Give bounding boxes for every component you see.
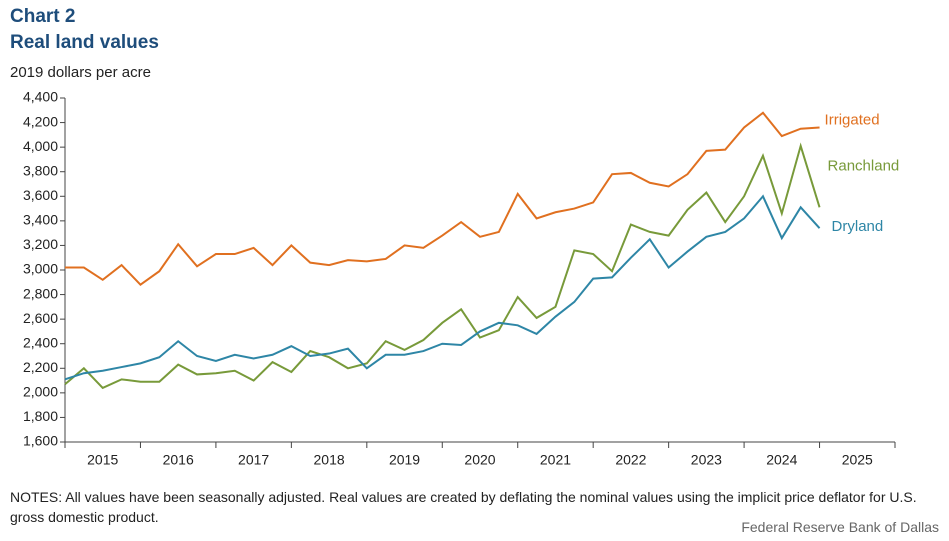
y-tick-label: 4,200	[23, 113, 58, 129]
y-tick-label: 3,600	[23, 187, 58, 203]
x-tick-label: 2016	[163, 452, 194, 468]
x-tick-label: 2024	[766, 452, 797, 468]
series-label: Dryland	[832, 218, 884, 235]
x-tick-label: 2025	[842, 452, 873, 468]
y-tick-label: 4,000	[23, 138, 58, 154]
series-line	[64, 194, 821, 381]
y-tick-label: 1,800	[23, 408, 58, 424]
y-tick-label: 4,400	[23, 89, 58, 105]
y-tick-label: 2,200	[23, 359, 58, 375]
x-tick-label: 2018	[314, 452, 345, 468]
series-label: Irrigated	[825, 111, 880, 128]
y-tick-label: 1,600	[23, 433, 58, 449]
series-line	[65, 111, 820, 287]
y-tick-label: 2,400	[23, 334, 58, 350]
y-tick-label: 3,800	[23, 162, 58, 178]
y-tick-label: 2,000	[23, 384, 58, 400]
x-tick-label: 2020	[464, 452, 495, 468]
x-tick-label: 2017	[238, 452, 269, 468]
x-tick-label: 2015	[87, 452, 118, 468]
series-label: Ranchland	[828, 157, 900, 174]
y-tick-label: 2,800	[23, 285, 58, 301]
notes: NOTES: All values have been seasonally a…	[10, 489, 917, 525]
x-tick-label: 2023	[691, 452, 722, 468]
y-tick-label: 3,000	[23, 261, 58, 277]
series-line	[64, 142, 821, 390]
x-tick-label: 2022	[615, 452, 646, 468]
x-tick-label: 2019	[389, 452, 420, 468]
y-tick-label: 2,600	[23, 310, 58, 326]
y-tick-label: 3,200	[23, 236, 58, 252]
chart-subtitle: Real land values	[10, 32, 159, 53]
y-tick-label: 3,400	[23, 212, 58, 228]
chart-title: Chart 2	[10, 6, 76, 27]
source: Federal Reserve Bank of Dallas	[741, 519, 939, 535]
x-tick-label: 2021	[540, 452, 571, 468]
y-axis-label: 2019 dollars per acre	[10, 64, 151, 81]
